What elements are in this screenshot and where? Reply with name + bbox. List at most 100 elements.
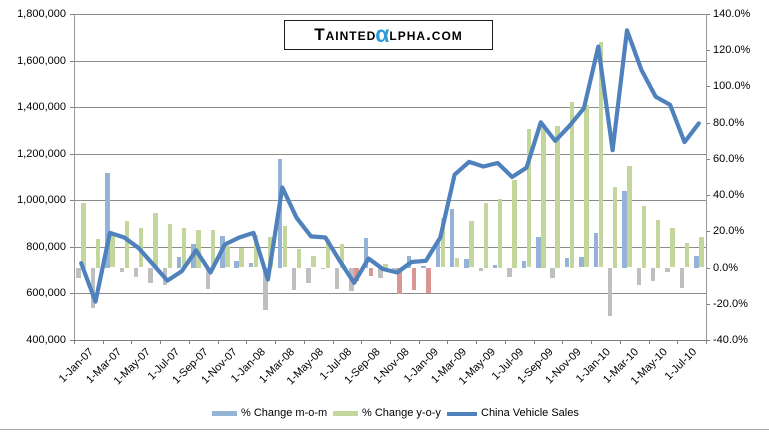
mom-bar bbox=[564, 258, 570, 268]
mom-bar bbox=[550, 267, 555, 279]
x-axis-tick bbox=[649, 340, 650, 344]
left-axis-label: 400,000 bbox=[26, 334, 66, 346]
yoy-bar bbox=[655, 220, 661, 268]
grid-line bbox=[74, 154, 706, 155]
left-axis-label: 1,800,000 bbox=[17, 8, 66, 20]
yoy-bar bbox=[325, 238, 331, 268]
x-axis-tick bbox=[419, 340, 420, 344]
yoy-bar bbox=[584, 104, 589, 268]
yoy-bar bbox=[454, 258, 460, 268]
yoy-bar bbox=[598, 42, 604, 268]
mom-bar bbox=[148, 267, 153, 284]
grid-line bbox=[74, 14, 706, 15]
yoy-bar bbox=[383, 263, 388, 268]
yoy-bar bbox=[81, 203, 86, 268]
yoy-bar bbox=[296, 249, 302, 268]
x-axis-tick bbox=[476, 340, 477, 344]
yoy-bar bbox=[95, 238, 101, 268]
yoy-bar bbox=[483, 203, 489, 268]
right-axis-label: 140.0% bbox=[713, 8, 751, 20]
x-axis-tick bbox=[304, 340, 305, 344]
left-axis-tick bbox=[70, 61, 74, 62]
left-axis-tick bbox=[70, 293, 74, 294]
x-axis-tick bbox=[677, 340, 678, 344]
right-axis-tick bbox=[706, 304, 710, 305]
mom-bar bbox=[521, 261, 527, 268]
grid-line bbox=[74, 107, 706, 108]
mom-bar bbox=[133, 267, 139, 278]
right-axis-label: -20.0% bbox=[713, 298, 748, 310]
yoy-bar bbox=[670, 228, 675, 268]
legend-swatch-yoy bbox=[333, 411, 358, 416]
watermark-badge: Tainted α lpha.com bbox=[284, 20, 493, 50]
mom-bar bbox=[105, 173, 110, 268]
left-axis-label: 1,600,000 bbox=[17, 55, 66, 67]
yoy-bar bbox=[469, 220, 474, 268]
bottom-divider bbox=[0, 429, 769, 430]
x-axis-tick bbox=[706, 340, 707, 344]
x-axis-tick bbox=[390, 340, 391, 344]
mom-bar bbox=[248, 263, 254, 268]
mom-bar bbox=[320, 267, 326, 269]
left-axis-tick bbox=[70, 154, 74, 155]
left-axis-label: 1,000,000 bbox=[17, 194, 66, 206]
mom-bar bbox=[76, 267, 81, 279]
left-axis-tick bbox=[70, 200, 74, 201]
mom-bar bbox=[435, 243, 441, 268]
right-axis-tick bbox=[706, 268, 710, 269]
legend-label-yoy: % Change y-o-y bbox=[362, 407, 441, 419]
mom-bar bbox=[119, 267, 125, 272]
left-axis-label: 800,000 bbox=[26, 241, 66, 253]
mom-bar bbox=[679, 267, 685, 289]
mom-bar bbox=[334, 267, 340, 290]
mom-bar bbox=[636, 267, 642, 286]
right-axis-label: 40.0% bbox=[713, 189, 745, 201]
grid-line bbox=[74, 200, 706, 201]
yoy-bar bbox=[368, 267, 374, 276]
yoy-bar bbox=[225, 245, 230, 268]
yoy-bar bbox=[426, 267, 431, 293]
yoy-bar bbox=[526, 128, 532, 268]
x-axis-tick bbox=[74, 340, 75, 344]
watermark-suffix: lpha.com bbox=[389, 25, 463, 44]
mom-bar bbox=[291, 267, 297, 290]
mom-bar bbox=[607, 267, 613, 317]
right-axis-tick bbox=[706, 159, 710, 160]
mom-bar bbox=[205, 267, 211, 290]
yoy-bar bbox=[555, 126, 560, 268]
right-axis-tick bbox=[706, 195, 710, 196]
right-axis-line bbox=[706, 14, 707, 340]
right-axis-tick bbox=[706, 231, 710, 232]
x-axis-tick bbox=[534, 340, 535, 344]
x-axis-tick bbox=[246, 340, 247, 344]
left-axis-tick bbox=[70, 340, 74, 341]
x-axis-tick bbox=[189, 340, 190, 344]
x-axis-tick bbox=[591, 340, 592, 344]
yoy-bar bbox=[569, 102, 575, 268]
mom-bar bbox=[478, 267, 484, 271]
mom-bar bbox=[694, 256, 699, 268]
yoy-bar bbox=[411, 267, 417, 291]
yoy-bar bbox=[124, 220, 130, 268]
yoy-bar bbox=[239, 247, 244, 268]
right-axis-label: 20.0% bbox=[713, 225, 745, 237]
mom-bar bbox=[536, 236, 541, 268]
mom-bar bbox=[176, 256, 182, 268]
yoy-bar bbox=[699, 237, 704, 268]
right-axis-tick bbox=[706, 50, 710, 51]
yoy-bar bbox=[138, 227, 144, 268]
mom-bar bbox=[622, 190, 627, 268]
yoy-bar bbox=[311, 256, 316, 268]
x-axis-tick bbox=[333, 340, 334, 344]
mom-bar bbox=[90, 267, 96, 309]
yoy-bar bbox=[612, 186, 618, 268]
yoy-bar bbox=[497, 198, 503, 268]
right-axis-tick bbox=[706, 14, 710, 15]
yoy-bar bbox=[196, 229, 201, 268]
x-axis-tick bbox=[620, 340, 621, 344]
yoy-bar bbox=[339, 244, 345, 268]
yoy-bar bbox=[541, 126, 546, 268]
legend-swatch-mom bbox=[212, 411, 237, 416]
right-axis-tick bbox=[706, 86, 710, 87]
x-axis-tick bbox=[103, 340, 104, 344]
